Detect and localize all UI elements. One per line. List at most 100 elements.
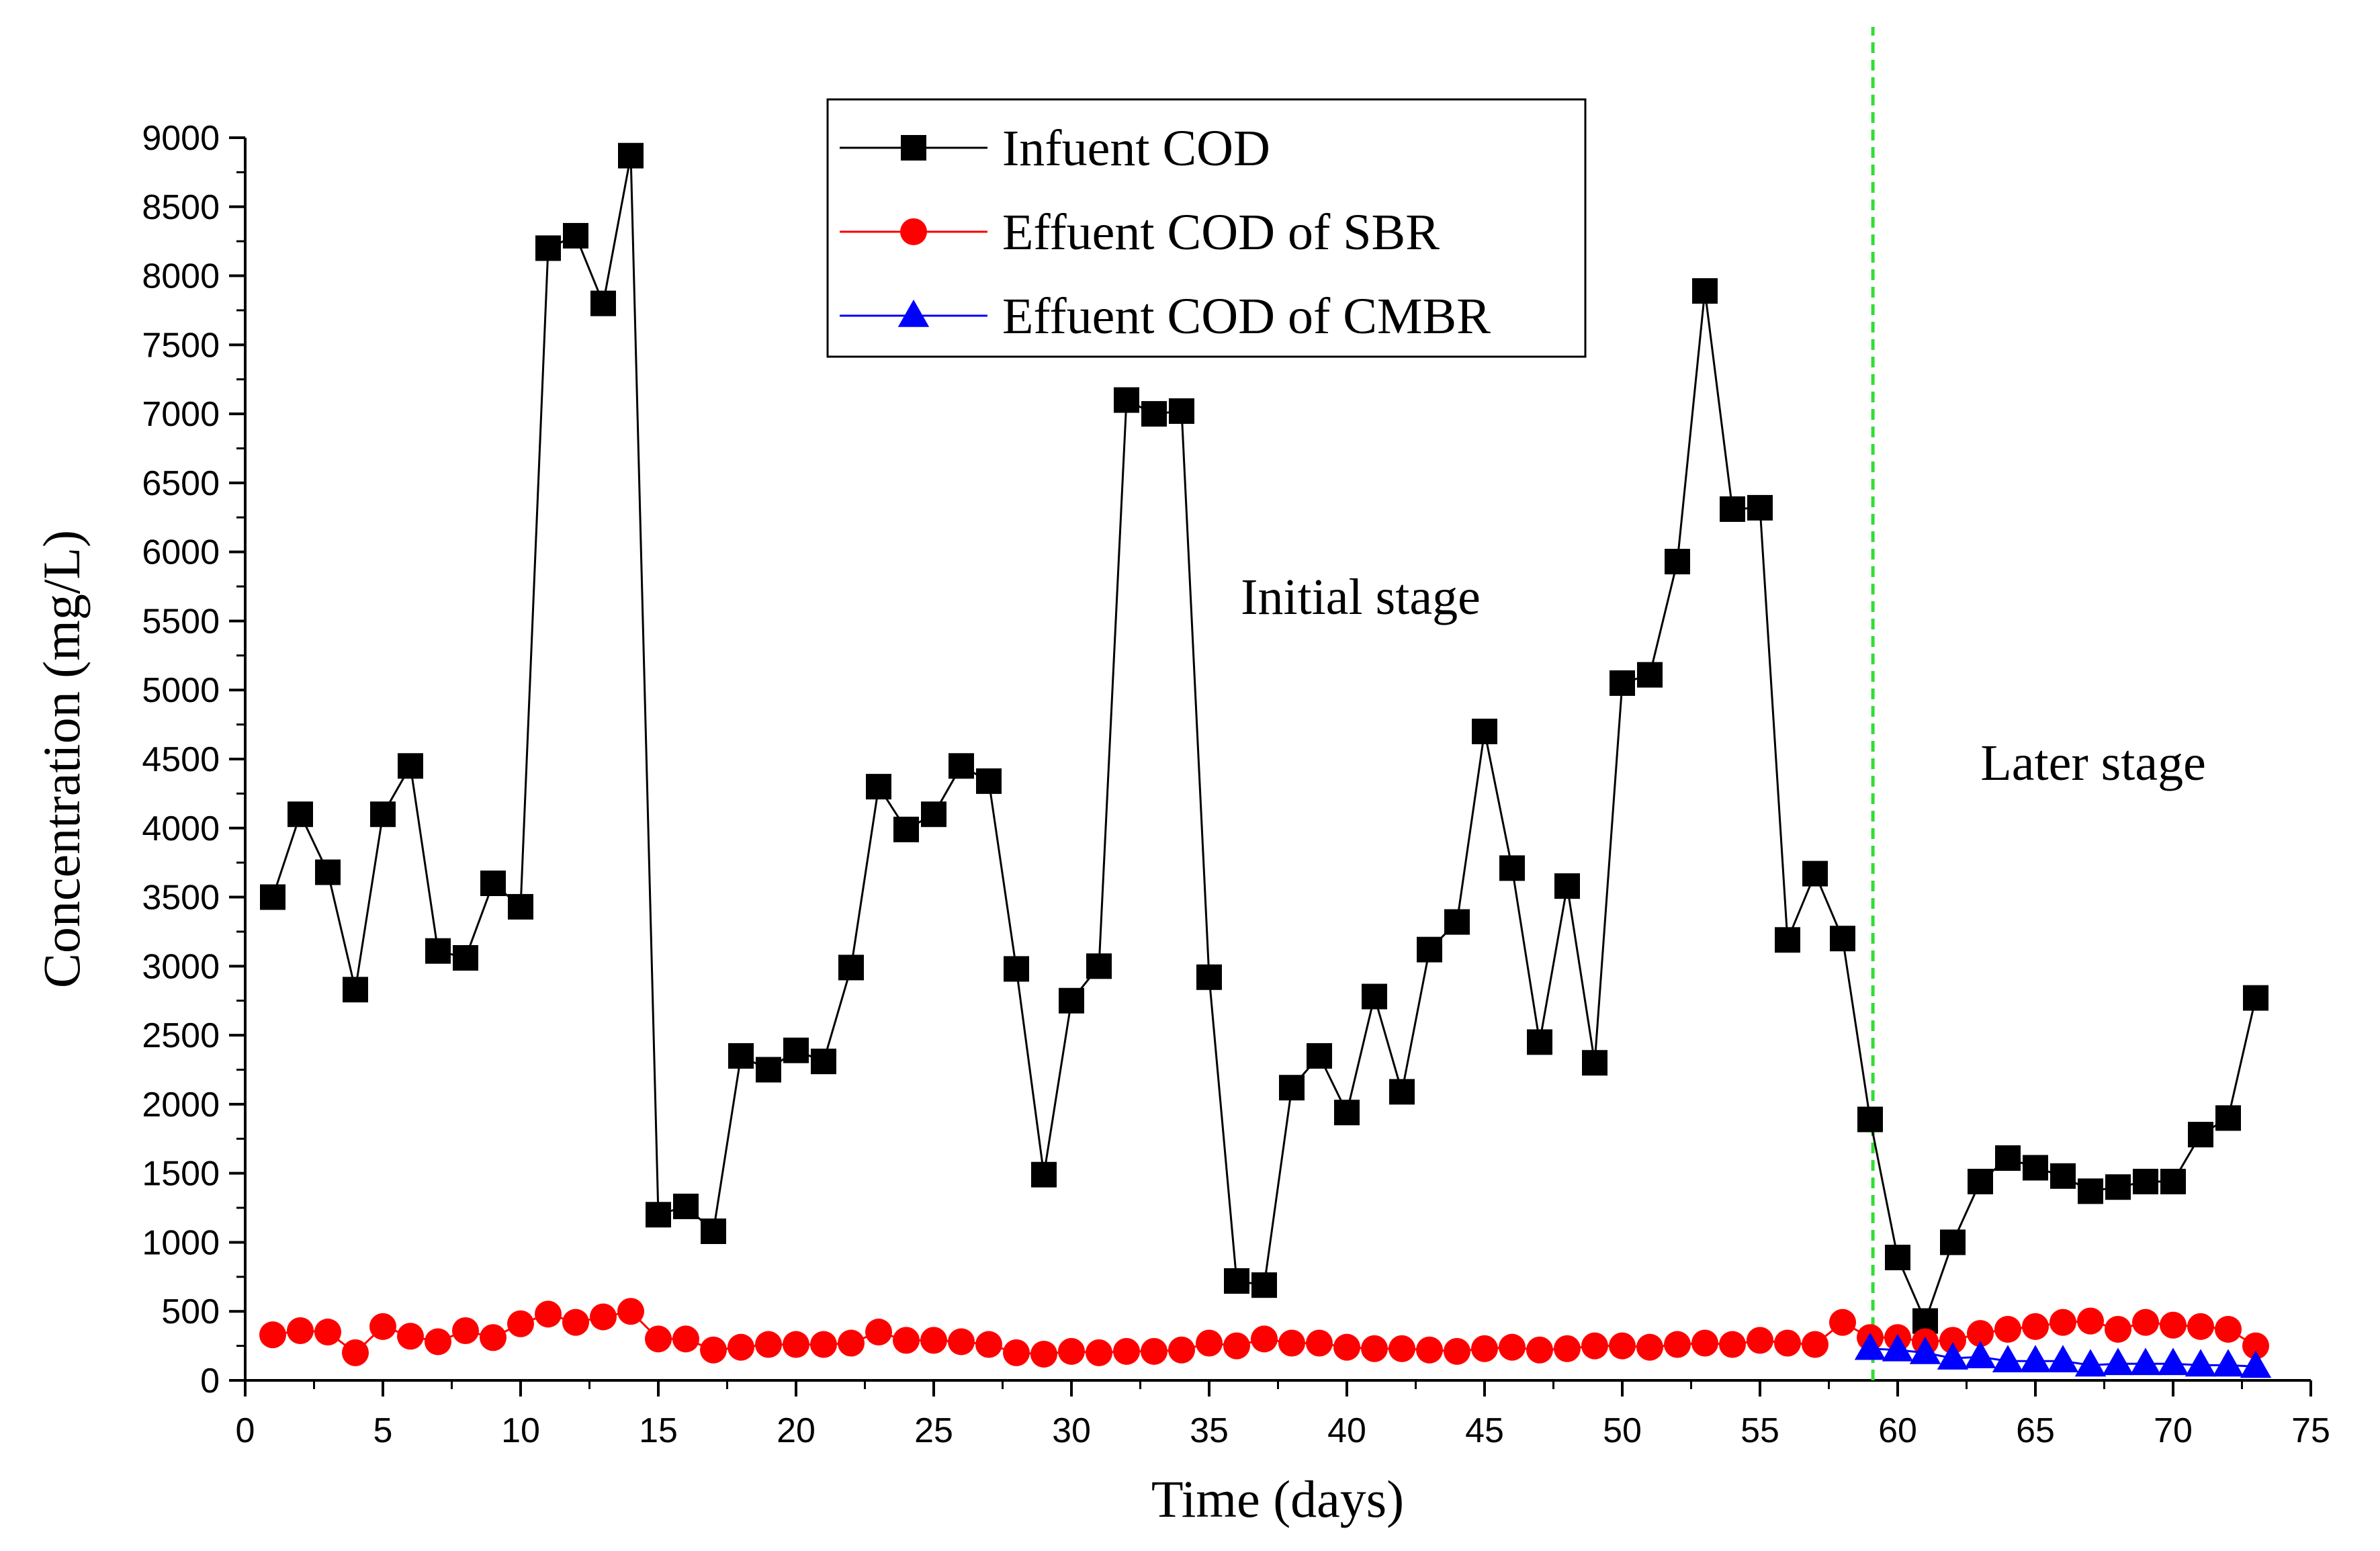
x-tick-label: 70: [2154, 1411, 2193, 1450]
data-point: [646, 1202, 671, 1228]
data-point: [480, 871, 506, 896]
data-point: [2105, 1174, 2131, 1200]
data-point: [617, 1298, 644, 1325]
data-point: [2074, 1349, 2107, 1377]
data-point: [1994, 1315, 2021, 1343]
x-tick-label: 0: [236, 1411, 255, 1450]
data-point: [1909, 1336, 1941, 1364]
data-point: [1609, 1332, 1636, 1360]
data-point: [370, 801, 396, 828]
data-point: [507, 1310, 534, 1337]
data-point: [949, 753, 974, 779]
data-point: [755, 1331, 782, 1358]
data-point: [1939, 1327, 1966, 1354]
data-point: [2242, 1332, 2269, 1360]
data-point: [535, 235, 561, 261]
data-point: [783, 1331, 809, 1358]
data-point: [1113, 1337, 1140, 1365]
data-point: [1747, 1327, 1773, 1354]
data-point: [369, 1313, 396, 1340]
data-point: [1031, 1161, 1057, 1188]
data-point: [1554, 873, 1580, 899]
data-point: [1526, 1336, 1553, 1364]
data-point: [948, 1328, 975, 1356]
x-tick-label: 45: [1465, 1411, 1504, 1450]
x-axis-title: Time (days): [1151, 1470, 1404, 1528]
data-point: [1196, 964, 1222, 990]
data-point: [1830, 926, 1855, 952]
legend-marker: [901, 135, 926, 161]
y-tick-label: 4000: [142, 809, 220, 848]
data-point: [2047, 1345, 2079, 1373]
x-tick-label: 50: [1603, 1411, 1642, 1450]
data-point: [1278, 1329, 1305, 1357]
data-point: [2129, 1347, 2162, 1376]
data-point: [1003, 1339, 1030, 1366]
data-point: [1967, 1320, 1994, 1347]
y-tick-label: 9000: [142, 119, 220, 158]
data-point: [1059, 987, 1084, 1014]
data-point: [920, 1327, 947, 1354]
data-point: [1472, 718, 1497, 744]
data-point: [866, 774, 891, 800]
data-point: [728, 1043, 754, 1069]
data-point: [1471, 1335, 1498, 1362]
data-point: [1691, 1329, 1718, 1357]
data-point: [2215, 1315, 2242, 1343]
data-point: [921, 801, 946, 828]
legend-item: Effuent COD of CMBR: [840, 288, 1491, 345]
ticks: 0 5 10 15 20 25 30 35 40 45 50 55 60 65 70 75 0 500 1000 15…: [142, 119, 2330, 1450]
y-tick-label: 3000: [142, 947, 220, 986]
data-point: [1610, 670, 1635, 696]
data-point: [1223, 1332, 1250, 1360]
data-point: [976, 768, 1002, 794]
data-point: [783, 1037, 809, 1063]
data-point: [425, 1328, 451, 1356]
data-point: [893, 816, 919, 842]
legend-label: Infuent COD: [1002, 120, 1270, 177]
data-point: [1719, 1331, 1746, 1358]
data-point: [893, 1327, 920, 1354]
data-point: [480, 1324, 506, 1351]
data-point: [1802, 1331, 1828, 1358]
data-point: [1389, 1335, 1415, 1362]
data-point: [1444, 1337, 1470, 1365]
data-point: [590, 290, 616, 316]
data-point: [2187, 1313, 2214, 1340]
data-point: [1857, 1106, 1883, 1133]
data-point: [756, 1057, 781, 1083]
data-point: [2240, 1350, 2272, 1378]
data-point: [1416, 1336, 1443, 1364]
data-point: [810, 1331, 837, 1358]
data-point: [1582, 1050, 1607, 1076]
series-2: [259, 1298, 2269, 1368]
data-point: [1196, 1329, 1223, 1357]
data-point: [1581, 1332, 1608, 1360]
data-point: [1720, 496, 1745, 522]
data-point: [672, 1325, 699, 1353]
data-point: [2188, 1122, 2213, 1148]
data-point: [562, 1309, 589, 1336]
y-tick-label: 1000: [142, 1223, 220, 1262]
data-point: [315, 859, 341, 885]
data-point: [1829, 1309, 1856, 1336]
data-point: [260, 884, 285, 910]
data-point: [2157, 1347, 2189, 1376]
x-tick-label: 75: [2291, 1411, 2330, 1450]
series-3: [1854, 1332, 2272, 1378]
data-point: [535, 1300, 562, 1328]
legend-box: [826, 98, 1587, 358]
data-point: [563, 222, 588, 249]
data-point: [452, 1317, 479, 1344]
data-point: [2133, 1169, 2158, 1194]
data-point: [1279, 1075, 1305, 1101]
data-point: [1362, 983, 1387, 1010]
data-point: [1940, 1229, 1966, 1255]
data-point: [811, 1049, 836, 1075]
data-point: [1004, 956, 1029, 982]
x-tick-label: 20: [777, 1411, 816, 1450]
data-point: [453, 945, 478, 971]
data-point: [1747, 494, 1773, 521]
data-point: [1086, 953, 1112, 979]
x-tick-label: 65: [2016, 1411, 2055, 1450]
